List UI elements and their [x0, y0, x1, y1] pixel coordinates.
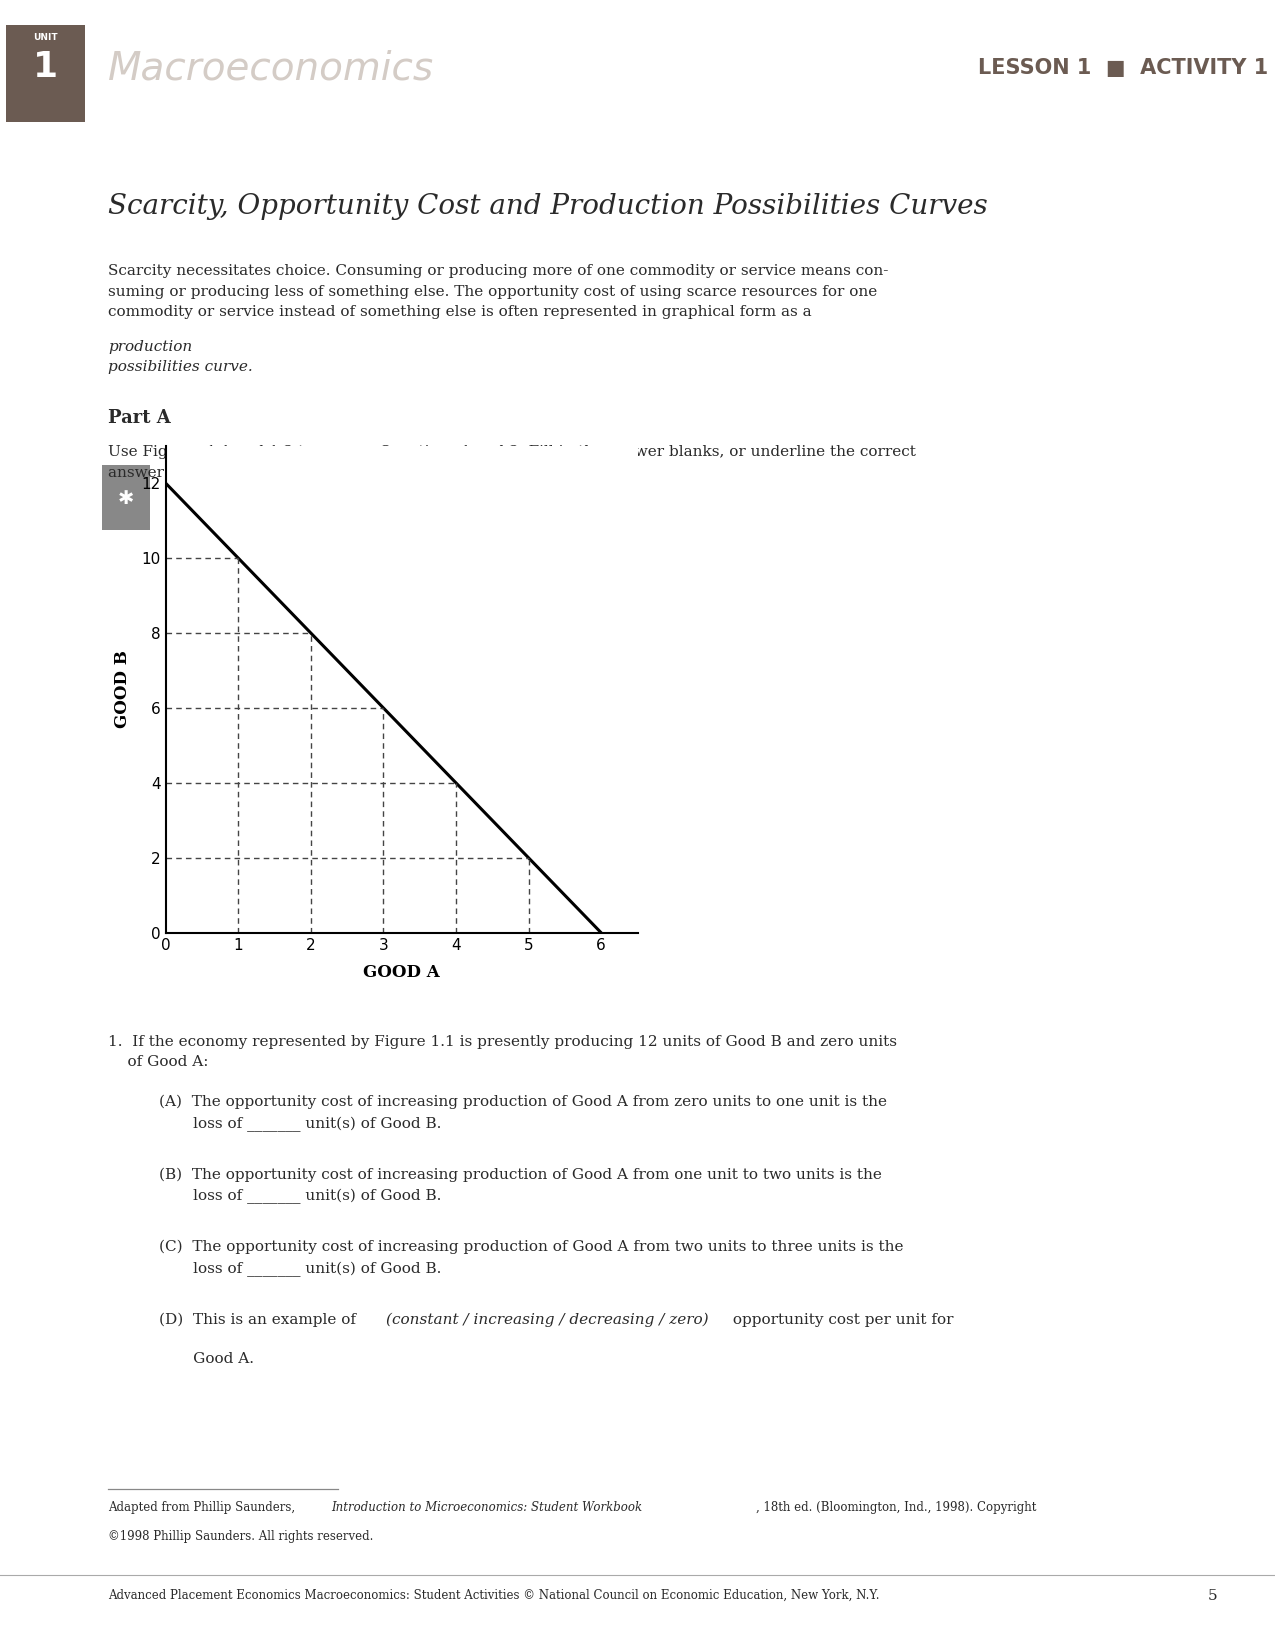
Y-axis label: GOOD B: GOOD B	[113, 650, 130, 728]
Text: LESSON 1  ■  ACTIVITY 1: LESSON 1 ■ ACTIVITY 1	[978, 58, 1269, 78]
Text: production
possibilities curve.: production possibilities curve.	[108, 340, 254, 375]
Text: (C)  The opportunity cost of increasing production of Good A from two units to t: (C) The opportunity cost of increasing p…	[159, 1240, 904, 1276]
Text: 5: 5	[1207, 1588, 1218, 1603]
Text: (A)  The opportunity cost of increasing production of Good A from zero units to : (A) The opportunity cost of increasing p…	[159, 1095, 887, 1131]
Text: Macroeconomics: Macroeconomics	[108, 50, 435, 88]
Text: , 18th ed. (Bloomington, Ind., 1998). Copyright: , 18th ed. (Bloomington, Ind., 1998). Co…	[756, 1501, 1037, 1514]
Text: opportunity cost per unit for: opportunity cost per unit for	[728, 1313, 954, 1327]
Text: Introduction to Microeconomics: Student Workbook: Introduction to Microeconomics: Student …	[332, 1501, 643, 1514]
Text: UNIT: UNIT	[33, 33, 59, 41]
Text: ✱: ✱	[119, 489, 134, 509]
Text: 1.  If the economy represented by Figure 1.1 is presently producing 12 units of : 1. If the economy represented by Figure …	[108, 1035, 898, 1070]
Text: Good A.: Good A.	[159, 1352, 255, 1365]
Text: Adapted from Phillip Saunders,: Adapted from Phillip Saunders,	[108, 1501, 300, 1514]
Text: ©1998 Phillip Saunders. All rights reserved.: ©1998 Phillip Saunders. All rights reser…	[108, 1530, 374, 1544]
X-axis label: GOOD A: GOOD A	[363, 964, 440, 981]
Text: Part A: Part A	[108, 409, 171, 428]
Text: Scarcity necessitates choice. Consuming or producing more of one commodity or se: Scarcity necessitates choice. Consuming …	[108, 264, 889, 319]
Text: Production Possibilities Curve 1: Production Possibilities Curve 1	[170, 505, 495, 523]
Text: Advanced Placement Economics Macroeconomics: Student Activities © National Counc: Advanced Placement Economics Macroeconom…	[108, 1588, 880, 1601]
Text: Scarcity, Opportunity Cost and Production Possibilities Curves: Scarcity, Opportunity Cost and Productio…	[108, 193, 988, 220]
Text: (B)  The opportunity cost of increasing production of Good A from one unit to tw: (B) The opportunity cost of increasing p…	[159, 1167, 882, 1204]
Text: (constant / increasing / decreasing / zero): (constant / increasing / decreasing / ze…	[386, 1313, 709, 1327]
Text: (D)  This is an example of: (D) This is an example of	[159, 1313, 361, 1327]
Text: 1: 1	[33, 50, 59, 84]
Text: Figure 1.1: Figure 1.1	[170, 480, 250, 494]
Text: Use Figures 1.1 and 1.2 to answer Questions 1 and 2. Fill in the answer blanks, : Use Figures 1.1 and 1.2 to answer Questi…	[108, 446, 917, 480]
FancyBboxPatch shape	[102, 466, 150, 530]
FancyBboxPatch shape	[6, 25, 85, 122]
